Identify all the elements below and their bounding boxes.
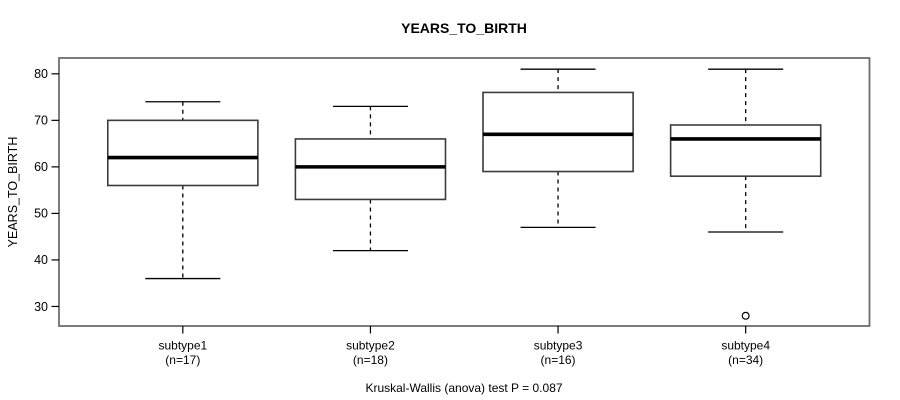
- box-subtype4: [669, 68, 822, 320]
- iqr-box: [294, 138, 447, 201]
- stat-test-caption: Kruskal-Wallis (anova) test P = 0.087: [365, 381, 562, 395]
- x-category-label: subtype4: [721, 339, 770, 353]
- box-subtype2: [294, 105, 447, 252]
- y-tick-label: 30: [34, 300, 48, 314]
- iqr-box: [482, 91, 634, 173]
- y-tick-label: 80: [34, 67, 48, 81]
- iqr-box: [669, 124, 822, 177]
- x-category-count: (n=18): [353, 353, 388, 367]
- x-category-label: subtype2: [346, 339, 395, 353]
- y-tick-label: 60: [34, 160, 48, 174]
- plot-area: 30 40 50 60 70 80 subtype1(n=17) subtype2(n=18)…: [34, 57, 871, 367]
- x-category-count: (n=17): [165, 353, 200, 367]
- y-tick-label: 50: [34, 207, 48, 221]
- x-category-label: subtype1: [158, 339, 207, 353]
- box-subtype3: [482, 68, 634, 229]
- iqr-box: [106, 119, 259, 187]
- y-axis-title: YEARS_TO_BIRTH: [6, 137, 20, 248]
- y-tick-label: 70: [34, 114, 48, 128]
- plot-border: [58, 57, 871, 327]
- chart-title: YEARS_TO_BIRTH: [401, 20, 527, 36]
- box-subtype1: [106, 101, 259, 280]
- x-category-label: subtype3: [534, 339, 583, 353]
- x-category-count: (n=16): [541, 353, 576, 367]
- x-category-count: (n=34): [728, 353, 763, 367]
- outlier-point: [741, 311, 750, 320]
- y-tick-label: 40: [34, 253, 48, 267]
